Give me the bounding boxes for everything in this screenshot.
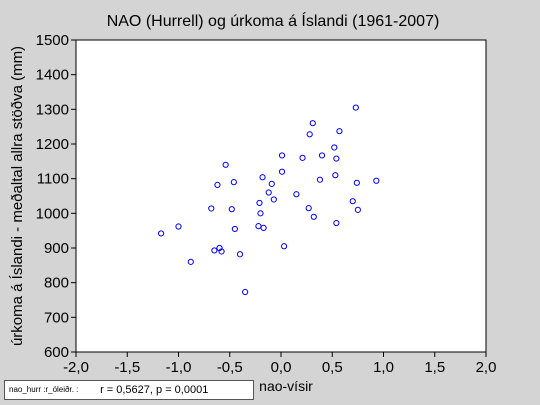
data-point bbox=[265, 189, 272, 196]
data-point bbox=[299, 154, 306, 161]
data-point bbox=[257, 210, 264, 217]
data-point bbox=[373, 177, 380, 184]
data-point bbox=[354, 206, 361, 213]
data-point bbox=[318, 152, 326, 159]
data-point bbox=[349, 198, 356, 205]
data-point bbox=[293, 191, 300, 198]
y-axis: 600 700 800 900 1000 1100 1200 1300 1400 1500 bbox=[36, 32, 76, 361]
data-point bbox=[218, 248, 225, 255]
data-point bbox=[211, 247, 218, 254]
x-tick-label: 1,5 bbox=[424, 359, 445, 376]
data-point bbox=[214, 181, 221, 189]
data-point bbox=[242, 288, 249, 296]
data-point bbox=[353, 179, 360, 186]
data-point bbox=[280, 243, 288, 250]
x-axis-label: nao-vísir bbox=[259, 378, 313, 394]
y-tick-label: 600 bbox=[44, 344, 69, 361]
y-tick-label: 1300 bbox=[36, 101, 69, 118]
y-axis-label: úrkoma á Íslandi - meðaltal allra stöðva… bbox=[9, 46, 26, 346]
x-tick-label: 2,0 bbox=[476, 359, 497, 376]
data-point bbox=[278, 152, 286, 159]
data-point bbox=[310, 213, 317, 220]
data-point bbox=[305, 205, 312, 212]
data-point bbox=[331, 144, 338, 151]
x-tick-label: 0,0 bbox=[271, 359, 292, 376]
data-point bbox=[208, 205, 215, 212]
data-point bbox=[278, 168, 286, 175]
data-point bbox=[352, 104, 359, 111]
data-point bbox=[336, 128, 343, 135]
data-point bbox=[333, 155, 340, 162]
x-tick-label: 1,0 bbox=[373, 359, 394, 376]
y-tick-label: 900 bbox=[44, 240, 69, 257]
y-tick-label: 700 bbox=[44, 309, 69, 326]
data-point bbox=[333, 219, 340, 227]
y-tick-label: 1100 bbox=[37, 171, 69, 188]
data-point bbox=[230, 179, 237, 186]
data-point bbox=[332, 172, 339, 179]
data-point bbox=[260, 224, 267, 231]
y-tick-label: 1200 bbox=[36, 136, 69, 153]
y-tick-label: 1500 bbox=[36, 32, 69, 49]
data-point bbox=[259, 174, 266, 181]
data-point bbox=[157, 230, 165, 237]
data-point bbox=[316, 176, 324, 183]
data-point bbox=[187, 258, 194, 265]
data-point bbox=[228, 206, 235, 213]
x-tick-label: 0,5 bbox=[322, 359, 343, 376]
data-point bbox=[256, 199, 263, 207]
y-tick-label: 800 bbox=[44, 275, 69, 292]
x-tick-label: -1,5 bbox=[114, 359, 140, 376]
x-axis: -2,0 -1,5 -1,0 -0,5 0,0 0,5 1,0 1,5 2,0 bbox=[63, 352, 496, 376]
plot-area bbox=[75, 39, 487, 353]
chart-title: NAO (Hurrell) og úrkoma á Íslandi (1961-… bbox=[107, 11, 440, 30]
data-point bbox=[175, 223, 182, 230]
data-point bbox=[270, 196, 277, 203]
x-tick-label: -1,0 bbox=[166, 359, 192, 376]
legend-box: nao_hurr :r_óleiðr. : r = 0,5627, p = 0,… bbox=[4, 380, 254, 400]
data-point bbox=[309, 120, 316, 127]
data-point bbox=[306, 131, 313, 138]
legend-statistic: r = 0,5627, p = 0,0001 bbox=[100, 384, 209, 396]
x-tick-label: -2,0 bbox=[63, 359, 89, 376]
legend-variable-name: nao_hurr :r_óleiðr. : bbox=[9, 385, 79, 394]
y-tick-label: 1400 bbox=[36, 67, 69, 84]
data-point bbox=[268, 180, 275, 187]
data-point bbox=[236, 251, 244, 258]
x-tick-label: -0,5 bbox=[217, 359, 243, 376]
data-point bbox=[231, 225, 238, 233]
data-point bbox=[222, 161, 229, 168]
data-points bbox=[157, 104, 380, 296]
y-tick-label: 1000 bbox=[36, 205, 69, 222]
